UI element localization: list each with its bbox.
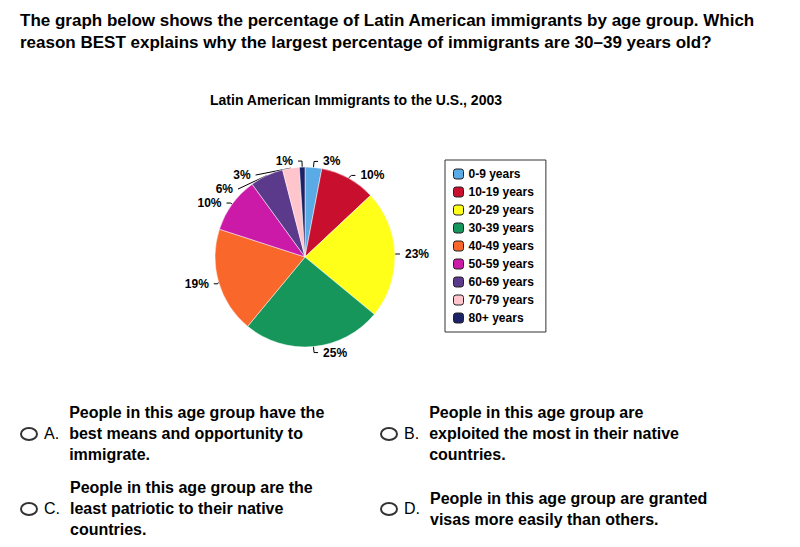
html-text:A.: A. — [44, 425, 60, 442]
svg-text:70-79 years: 70-79 years — [469, 293, 535, 307]
svg-text:0-9 years: 0-9 years — [469, 167, 521, 181]
html-text:B.: B. — [404, 425, 420, 442]
svg-text:30-39 years: 30-39 years — [469, 221, 535, 235]
svg-text:19%: 19% — [185, 277, 209, 291]
svg-text:10%: 10% — [360, 168, 384, 182]
html-text:C.: C. — [44, 500, 60, 517]
html-text:People in this age group are g: People in this age group are granted vis… — [430, 489, 708, 528]
html-text:People in this age group are t: People in this age group are the least p… — [70, 479, 313, 538]
svg-text:10%: 10% — [197, 196, 221, 210]
svg-text:3%: 3% — [323, 154, 341, 168]
svg-text:20-29 years: 20-29 years — [469, 203, 535, 217]
svg-text:6%: 6% — [216, 182, 234, 196]
svg-text:10-19 years: 10-19 years — [469, 185, 535, 199]
html-text:D.: D. — [404, 500, 420, 517]
svg-text:25%: 25% — [323, 346, 347, 360]
svg-text:Latin American Immigrants to t: Latin American Immigrants to the U.S., 2… — [210, 92, 502, 108]
svg-text:80+ years: 80+ years — [469, 311, 524, 325]
svg-text:1%: 1% — [276, 154, 294, 168]
html-text:People in this age group have: People in this age group have the best m… — [69, 404, 325, 463]
html-text:The graph below shows the perc: The graph below shows the percentage of … — [20, 11, 755, 52]
svg-text:23%: 23% — [405, 247, 429, 261]
svg-text:50-59 years: 50-59 years — [469, 257, 535, 271]
svg-text:40-49 years: 40-49 years — [469, 239, 535, 253]
svg-text:3%: 3% — [233, 168, 251, 182]
html-text:People in this age group are e: People in this age group are exploited t… — [429, 404, 679, 463]
svg-text:60-69 years: 60-69 years — [469, 275, 535, 289]
